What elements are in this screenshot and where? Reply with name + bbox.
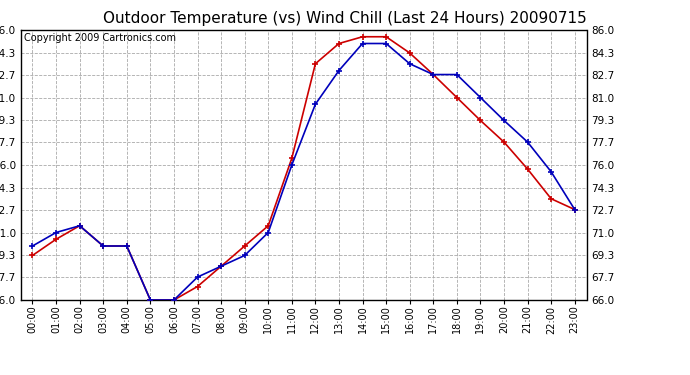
- Text: Outdoor Temperature (vs) Wind Chill (Last 24 Hours) 20090715: Outdoor Temperature (vs) Wind Chill (Las…: [103, 11, 587, 26]
- Text: Copyright 2009 Cartronics.com: Copyright 2009 Cartronics.com: [23, 33, 175, 43]
